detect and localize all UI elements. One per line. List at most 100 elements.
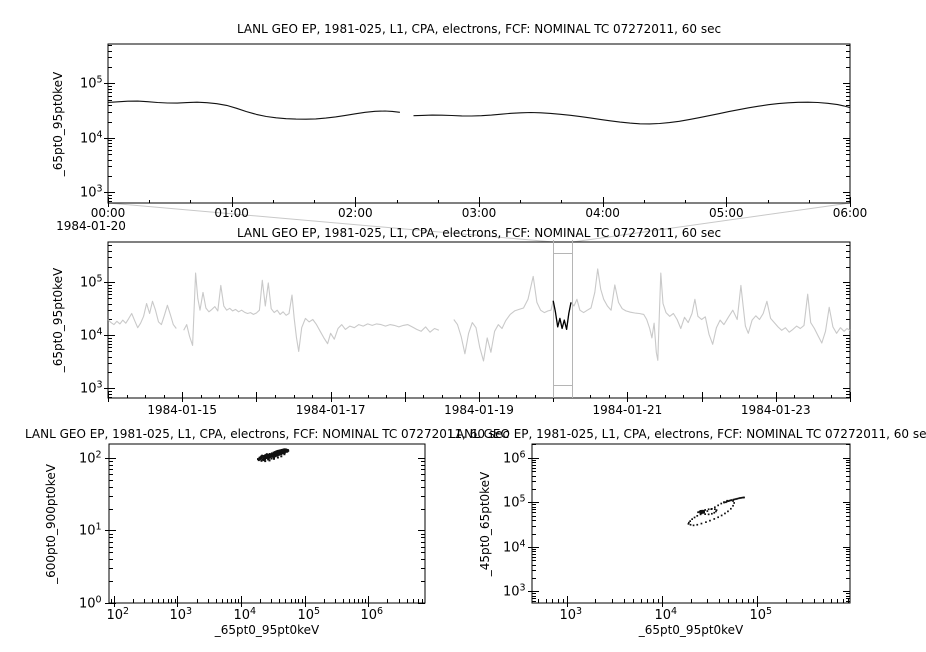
scatter-point: [726, 499, 728, 502]
scatter-point: [711, 512, 713, 515]
scatter-point: [261, 458, 264, 461]
x-tick-date-label: 1984-01-23: [741, 403, 811, 417]
scatter-point: [730, 499, 732, 502]
plot-title-detail: LANL GEO EP, 1981-025, L1, CPA, electron…: [237, 22, 721, 36]
panel-scatter-600-900: LANL GEO EP, 1981-025, L1, CPA, electron…: [25, 427, 509, 637]
plot-title-scatter-left: LANL GEO EP, 1981-025, L1, CPA, electron…: [25, 427, 509, 441]
scatter-point: [697, 511, 699, 514]
scatter-point: [687, 523, 690, 525]
y-axis-label-detail: _65pt0_95pt0keV: [51, 71, 65, 177]
y-axis-label-scatter-right: _45pt0_65pt0keV: [478, 471, 492, 577]
x-tick-time-label: 02:00: [338, 206, 373, 220]
scatter-point: [713, 518, 716, 520]
x-tick-date-label: 1984-01-19: [444, 403, 514, 417]
scatter-point: [693, 516, 696, 519]
scatter-point: [733, 502, 735, 504]
scatter-point: [735, 498, 737, 500]
x-tick-time-label: 01:00: [214, 206, 249, 220]
x-tick-date-label: 1984-01-21: [593, 403, 663, 417]
scatter-point: [692, 524, 695, 527]
plot-area-scatter-left[interactable]: [108, 443, 426, 604]
scatter-point: [279, 451, 282, 454]
scatter-point: [273, 454, 276, 457]
scatter-point: [740, 497, 742, 499]
x-tick-date-label: 1984-01-15: [147, 403, 217, 417]
scatter-point: [267, 455, 270, 458]
scatter-point: [717, 516, 719, 519]
scatter-point: [707, 513, 710, 516]
scatter-point: [273, 456, 275, 459]
detail-series-group: [107, 100, 851, 125]
scatter-right-points-group: [687, 496, 745, 527]
scatter-point: [274, 452, 277, 455]
plot-title-context: LANL GEO EP, 1981-025, L1, CPA, electron…: [237, 226, 721, 240]
scatter-point: [277, 453, 280, 456]
x-tick-time-label: 04:00: [585, 206, 620, 220]
y-axis-label-scatter-left: _600pt0_900pt0keV: [44, 463, 58, 585]
scatter-point: [276, 454, 279, 457]
scatter-point: [727, 510, 729, 513]
scatter-point: [280, 455, 283, 458]
scatter-point: [724, 512, 726, 515]
scatter-point: [688, 521, 690, 524]
scatter-point: [732, 498, 735, 501]
scatter-point: [258, 458, 261, 461]
scatter-point: [736, 497, 739, 500]
scatter-point: [732, 504, 734, 507]
context-connector-right-line: [572, 202, 851, 243]
plot-area-scatter-right[interactable]: [531, 443, 851, 604]
scatter-point: [727, 500, 730, 502]
scatter-point: [260, 457, 263, 460]
scatter-point: [696, 523, 699, 526]
scatter-point: [704, 509, 706, 511]
time-range-selection-box[interactable]: [553, 240, 573, 398]
scatter-point: [699, 513, 702, 516]
scatter-point: [270, 455, 273, 457]
scatter-point: [269, 453, 272, 456]
scatter-point: [267, 453, 270, 456]
scatter-point: [279, 453, 281, 456]
scatter-point: [714, 506, 716, 509]
scatter-point: [268, 459, 271, 462]
y-axis-label-context: _65pt0_95pt0keV: [51, 267, 65, 373]
scatter-point: [273, 457, 275, 460]
scatter-point: [709, 519, 711, 522]
scatter-point: [283, 451, 286, 454]
scatter-point: [257, 459, 260, 462]
scatter-point: [277, 452, 280, 455]
scatter-point: [263, 459, 265, 462]
scatter-point: [720, 502, 723, 505]
scatter-point: [703, 510, 705, 513]
scatter-point: [272, 451, 275, 454]
scatter-point: [264, 460, 267, 463]
scatter-point: [272, 453, 274, 456]
scatter-point: [265, 457, 268, 460]
scatter-point: [275, 454, 278, 457]
scatter-point: [739, 497, 741, 499]
scatter-point: [715, 510, 717, 513]
scatter-point: [696, 515, 699, 517]
scatter-point: [276, 456, 279, 459]
scatter-point: [689, 520, 691, 522]
scatter-point: [699, 510, 702, 512]
scatter-point: [737, 497, 740, 500]
scatter-point: [701, 511, 703, 514]
context-series-line: [107, 268, 851, 362]
context-connector-left-line: [107, 202, 554, 243]
scatter-point: [713, 511, 716, 514]
scatter-point: [265, 453, 268, 456]
plot-area-detail[interactable]: [107, 43, 851, 204]
scatter-point: [283, 453, 286, 456]
scatter-point: [700, 522, 703, 525]
scatter-point: [720, 514, 723, 517]
scatter-point: [277, 451, 280, 454]
scatter-point: [276, 450, 279, 452]
scatter-point: [689, 523, 692, 526]
x-tick-date-label: 1984-01-17: [296, 403, 366, 417]
scatter-point: [723, 501, 725, 504]
x-tick-time-label: 00:00: [91, 206, 126, 220]
scatter-point: [717, 504, 719, 507]
scatter-point: [699, 510, 702, 513]
